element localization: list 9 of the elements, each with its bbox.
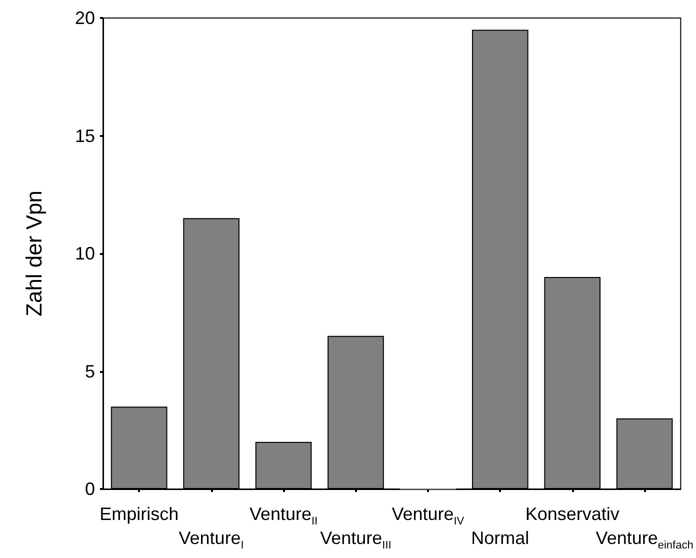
y-tick-label: 15	[74, 126, 95, 146]
y-tick-label: 20	[74, 8, 95, 28]
y-axis-title: Zahl der Vpn	[22, 190, 46, 316]
x-tick-label: Konservativ	[525, 504, 620, 524]
y-tick-label: 5	[84, 361, 95, 382]
x-tick-label: Normal	[471, 528, 530, 548]
x-tick-label: Empirisch	[100, 504, 179, 524]
y-tick-label: 10	[74, 244, 95, 264]
y-tick-label: 0	[84, 479, 95, 499]
